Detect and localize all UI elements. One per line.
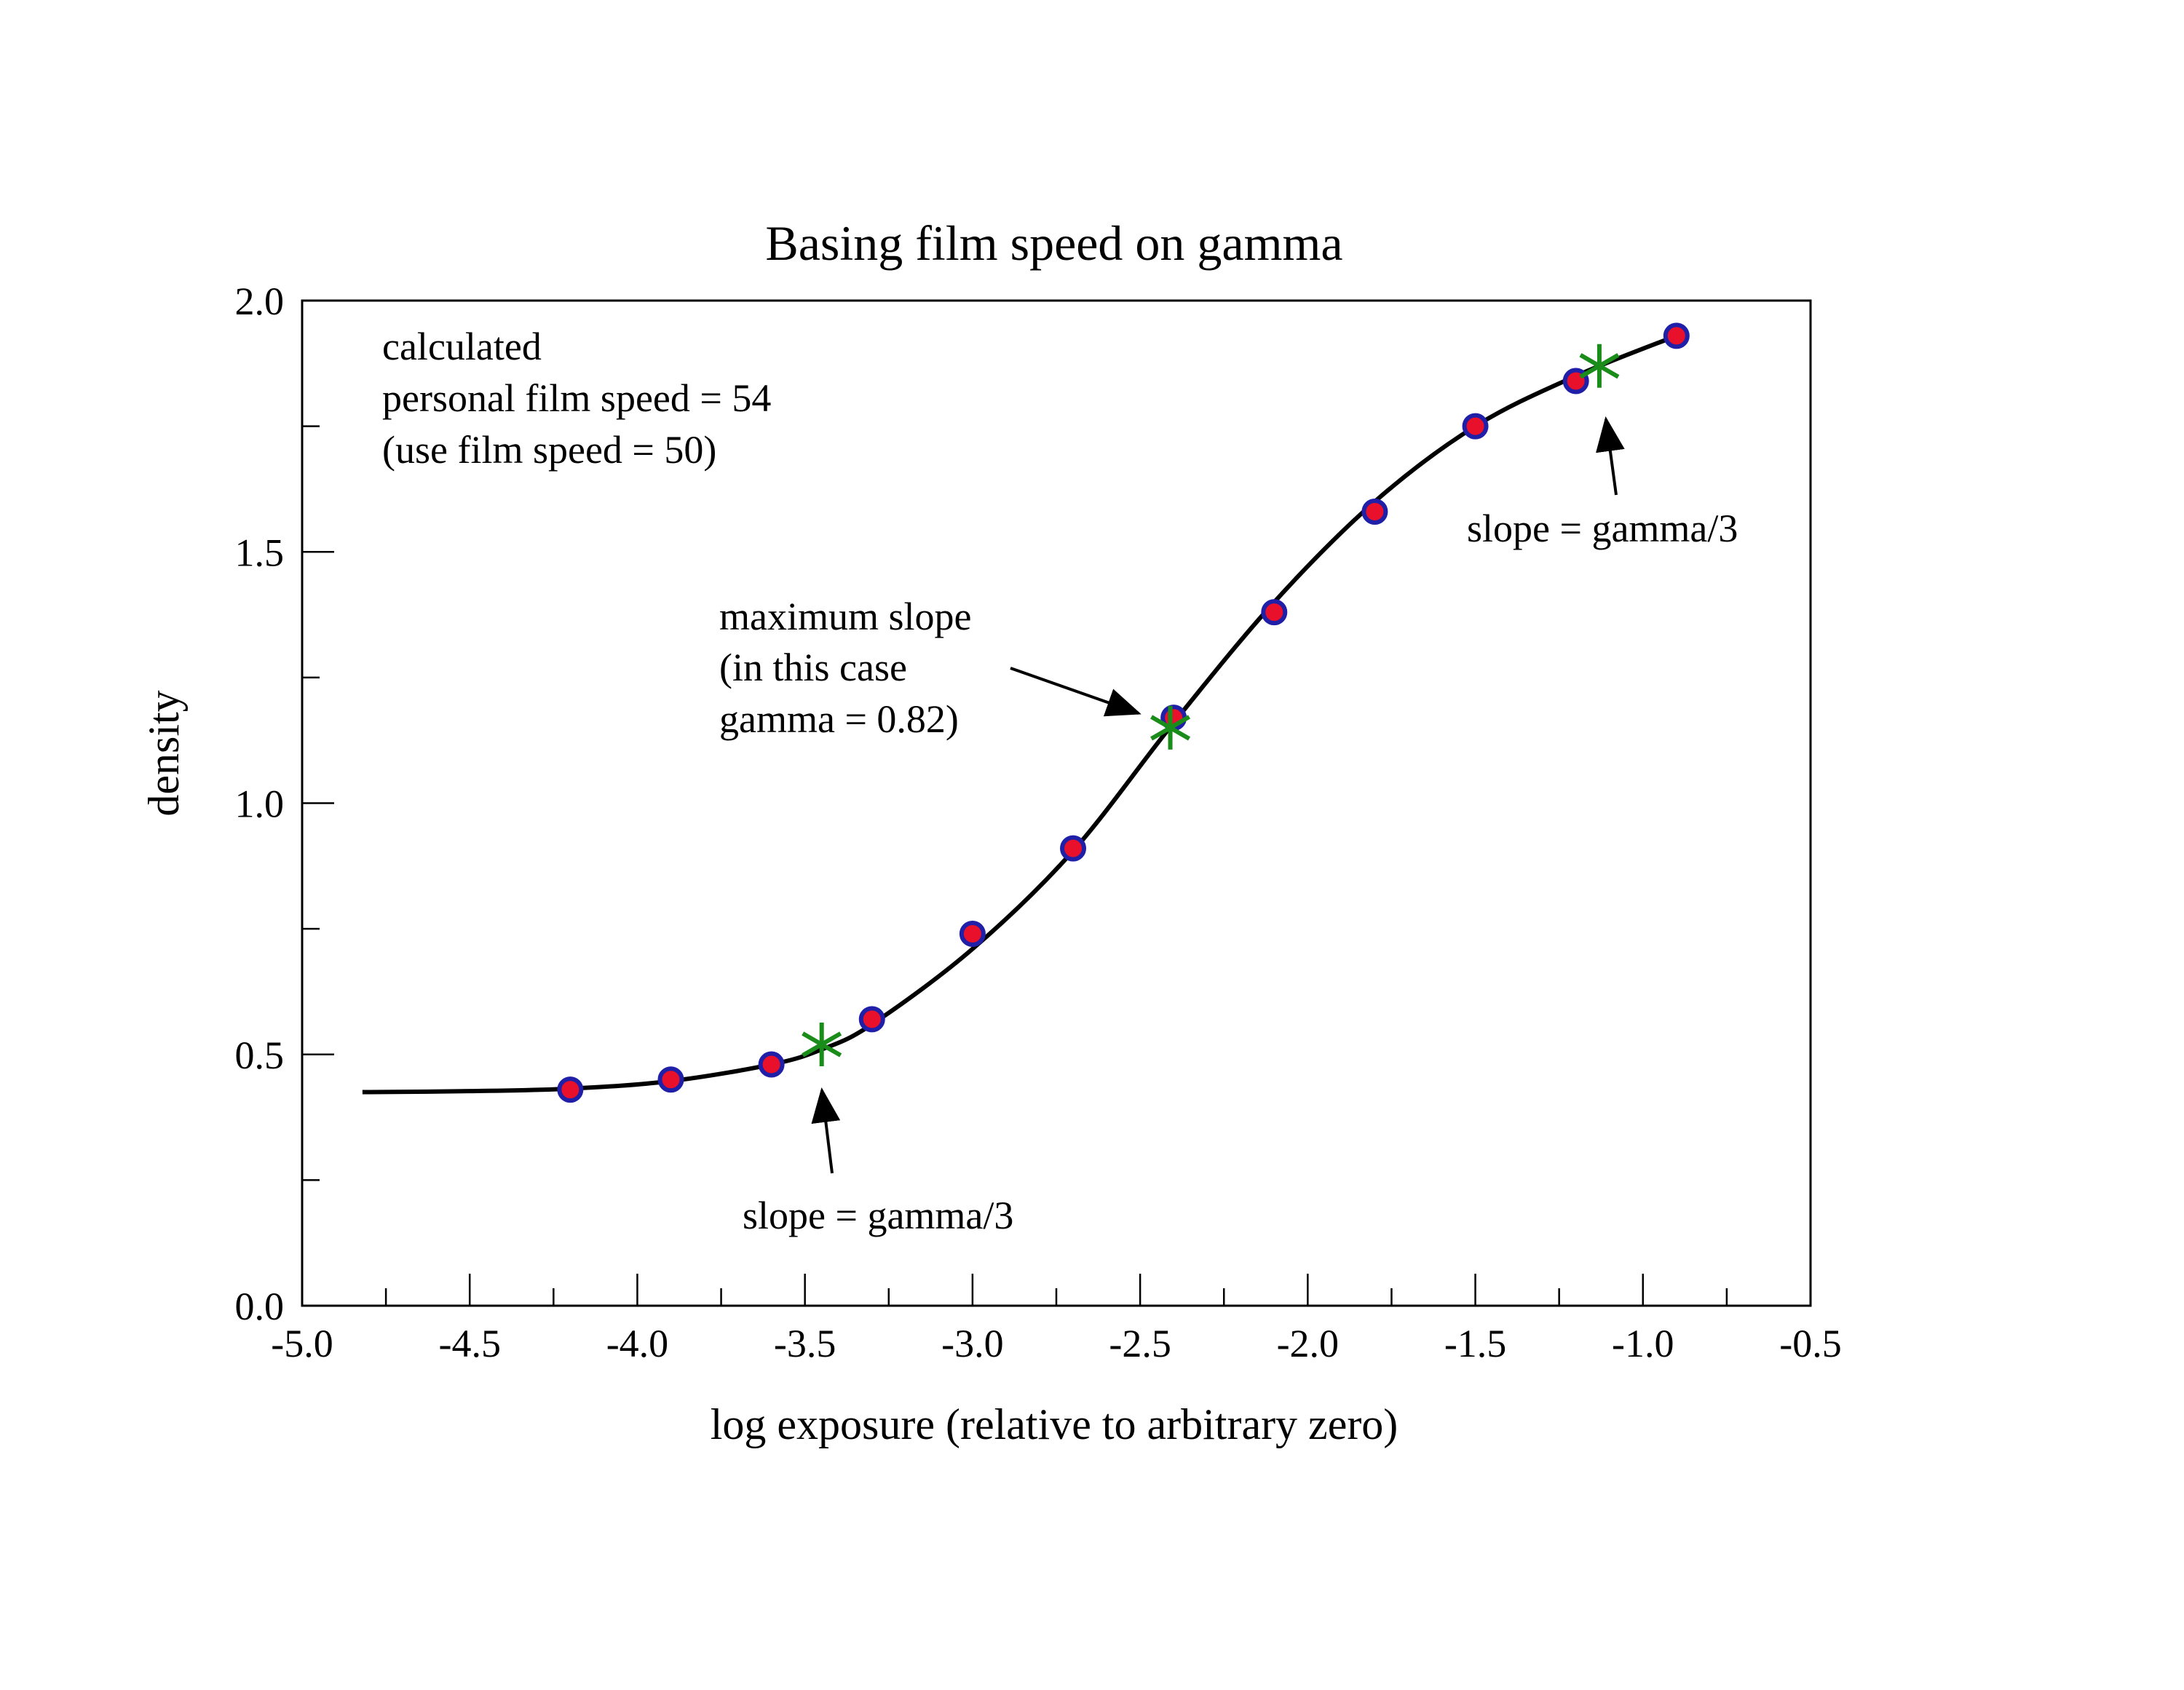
- x-tick-label: -2.0: [1277, 1322, 1339, 1365]
- x-tick-label: -5.0: [271, 1322, 333, 1365]
- x-tick-label: -4.5: [438, 1322, 500, 1365]
- speed-note-line-2: personal film speed = 54: [382, 376, 771, 420]
- y-tick-label: 0.0: [235, 1285, 285, 1328]
- data-point: [1361, 499, 1388, 525]
- series-layer: [362, 322, 1690, 1103]
- slope-marker-stroke: [1579, 353, 1620, 379]
- x-tick-label: -1.5: [1444, 1322, 1506, 1365]
- data-point: [1261, 599, 1288, 626]
- slope-high-label: slope = gamma/3: [1467, 507, 1738, 550]
- data-point: [1060, 835, 1087, 862]
- y-tick-label: 0.5: [235, 1034, 285, 1077]
- arrow-slope-low: [811, 1087, 841, 1174]
- data-point: [959, 921, 986, 948]
- max-slope-line-3: gamma = 0.82): [719, 697, 959, 741]
- slope-marker: [802, 1022, 842, 1066]
- data-point: [557, 1076, 584, 1103]
- slope-marker-stroke: [802, 1031, 842, 1058]
- max-slope-line-1: maximum slope: [719, 595, 971, 638]
- slope-low-label: slope = gamma/3: [743, 1194, 1013, 1237]
- y-tick-label: 1.0: [235, 782, 285, 826]
- data-point: [1663, 322, 1690, 349]
- x-axis-ticks: -5.0 -4.5 -4.0 -3.5 -3.0 -2.5 -2.0 -1.5 -1.0 -0.5: [271, 1274, 1842, 1365]
- speed-note-line-1: calculated: [382, 325, 542, 368]
- x-tick-label: -4.0: [606, 1322, 668, 1365]
- data-point: [858, 1006, 885, 1033]
- fit-curve: [362, 333, 1677, 1095]
- x-tick-label: -2.5: [1109, 1322, 1171, 1365]
- slope-marker: [1579, 344, 1620, 388]
- y-tick-label: 2.0: [235, 279, 285, 323]
- arrow-slope-high: [1596, 416, 1625, 496]
- x-tick-label: -0.5: [1779, 1322, 1841, 1365]
- chart-title: Basing film speed on gamma: [765, 215, 1342, 271]
- arrow-max-slope: [1010, 667, 1142, 717]
- data-point: [657, 1066, 684, 1093]
- y-axis-label: density: [140, 690, 188, 816]
- slope-marker-stroke: [1150, 715, 1191, 741]
- y-tick-label: 1.5: [235, 531, 285, 574]
- max-slope-line-2: (in this case: [719, 646, 907, 689]
- x-tick-label: -1.0: [1612, 1322, 1674, 1365]
- x-tick-label: -3.0: [941, 1322, 1003, 1365]
- x-tick-label: -3.5: [774, 1322, 836, 1365]
- slope-marker: [1150, 705, 1191, 750]
- data-point: [758, 1051, 785, 1078]
- data-point: [1462, 413, 1489, 440]
- x-axis-label: log exposure (relative to arbitrary zero…: [711, 1400, 1398, 1448]
- y-axis-ticks: 0.0 0.5 1.0 1.5 2.0: [235, 279, 334, 1328]
- speed-note-line-3: (use film speed = 50): [382, 428, 716, 472]
